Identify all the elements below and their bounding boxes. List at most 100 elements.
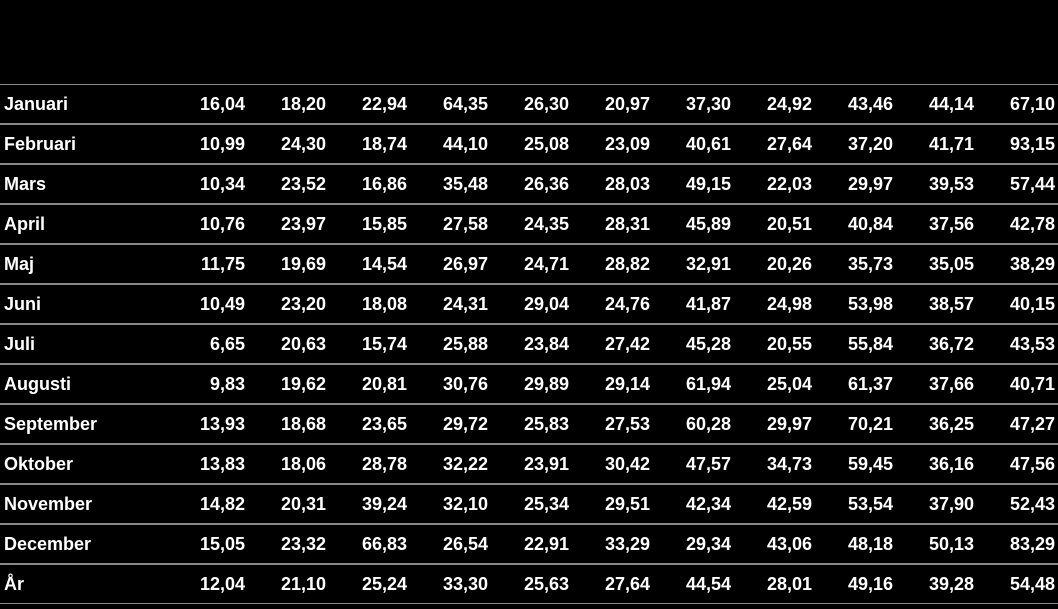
cell-value: 53,98: [816, 284, 897, 324]
cell-value: 24,92: [735, 84, 816, 124]
row-label: Augusti: [0, 364, 168, 404]
cell-value: 24,71: [492, 244, 573, 284]
cell-value: 39,53: [897, 164, 978, 204]
cell-value: 64,35: [411, 84, 492, 124]
cell-value: 45,89: [654, 204, 735, 244]
cell-value: 37,30: [654, 84, 735, 124]
cell-value: 53,54: [816, 484, 897, 524]
cell-value: 23,20: [249, 284, 330, 324]
cell-value: 27,58: [411, 204, 492, 244]
cell-value: 43,53: [978, 324, 1058, 364]
cell-value: 15,85: [330, 204, 411, 244]
cell-value: 23,09: [573, 124, 654, 164]
cell-value: 10,34: [168, 164, 249, 204]
cell-value: 60,28: [654, 404, 735, 444]
row-label: April: [0, 204, 168, 244]
cell-value: 35,48: [411, 164, 492, 204]
table-row: November14,8220,3139,2432,1025,3429,5142…: [0, 484, 1058, 524]
cell-value: 27,42: [573, 324, 654, 364]
cell-value: 25,04: [735, 364, 816, 404]
cell-value: 38,29: [978, 244, 1058, 284]
cell-value: 26,97: [411, 244, 492, 284]
cell-value: 37,20: [816, 124, 897, 164]
cell-value: 93,15: [978, 124, 1058, 164]
cell-value: 25,88: [411, 324, 492, 364]
cell-value: 25,24: [330, 564, 411, 604]
cell-value: 18,06: [249, 444, 330, 484]
row-label: Mars: [0, 164, 168, 204]
cell-value: 27,64: [573, 564, 654, 604]
cell-value: 36,72: [897, 324, 978, 364]
table-row: December15,0523,3266,8326,5422,9133,2929…: [0, 524, 1058, 564]
cell-value: 34,73: [735, 444, 816, 484]
cell-value: 22,91: [492, 524, 573, 564]
cell-value: 30,76: [411, 364, 492, 404]
cell-value: 37,56: [897, 204, 978, 244]
cell-value: 35,73: [816, 244, 897, 284]
cell-value: 29,04: [492, 284, 573, 324]
cell-value: 67,10: [978, 84, 1058, 124]
cell-value: 25,63: [492, 564, 573, 604]
data-table: Januari16,0418,2022,9464,3526,3020,9737,…: [0, 84, 1058, 604]
cell-value: 29,34: [654, 524, 735, 564]
cell-value: 32,10: [411, 484, 492, 524]
cell-value: 29,97: [735, 404, 816, 444]
cell-value: 10,49: [168, 284, 249, 324]
cell-value: 10,99: [168, 124, 249, 164]
cell-value: 29,51: [573, 484, 654, 524]
cell-value: 20,97: [573, 84, 654, 124]
cell-value: 40,84: [816, 204, 897, 244]
table-row: April10,7623,9715,8527,5824,3528,3145,89…: [0, 204, 1058, 244]
table-container: Januari16,0418,2022,9464,3526,3020,9737,…: [0, 0, 1058, 609]
cell-value: 36,16: [897, 444, 978, 484]
cell-value: 23,52: [249, 164, 330, 204]
cell-value: 42,59: [735, 484, 816, 524]
cell-value: 22,94: [330, 84, 411, 124]
row-label: Februari: [0, 124, 168, 164]
cell-value: 16,04: [168, 84, 249, 124]
cell-value: 26,36: [492, 164, 573, 204]
row-label: December: [0, 524, 168, 564]
cell-value: 23,65: [330, 404, 411, 444]
cell-value: 15,74: [330, 324, 411, 364]
cell-value: 41,87: [654, 284, 735, 324]
cell-value: 9,83: [168, 364, 249, 404]
cell-value: 48,18: [816, 524, 897, 564]
cell-value: 61,37: [816, 364, 897, 404]
cell-value: 28,82: [573, 244, 654, 284]
cell-value: 28,78: [330, 444, 411, 484]
cell-value: 26,54: [411, 524, 492, 564]
cell-value: 26,30: [492, 84, 573, 124]
cell-value: 20,26: [735, 244, 816, 284]
cell-value: 20,31: [249, 484, 330, 524]
cell-value: 19,69: [249, 244, 330, 284]
cell-value: 29,97: [816, 164, 897, 204]
cell-value: 18,20: [249, 84, 330, 124]
cell-value: 29,14: [573, 364, 654, 404]
cell-value: 13,83: [168, 444, 249, 484]
cell-value: 36,25: [897, 404, 978, 444]
cell-value: 39,28: [897, 564, 978, 604]
cell-value: 47,57: [654, 444, 735, 484]
row-label: Juni: [0, 284, 168, 324]
cell-value: 42,34: [654, 484, 735, 524]
cell-value: 18,08: [330, 284, 411, 324]
cell-value: 49,16: [816, 564, 897, 604]
cell-value: 19,62: [249, 364, 330, 404]
cell-value: 10,76: [168, 204, 249, 244]
cell-value: 23,32: [249, 524, 330, 564]
cell-value: 24,30: [249, 124, 330, 164]
cell-value: 6,65: [168, 324, 249, 364]
cell-value: 29,72: [411, 404, 492, 444]
table-row: Maj11,7519,6914,5426,9724,7128,8232,9120…: [0, 244, 1058, 284]
cell-value: 15,05: [168, 524, 249, 564]
cell-value: 20,81: [330, 364, 411, 404]
cell-value: 33,29: [573, 524, 654, 564]
cell-value: 40,61: [654, 124, 735, 164]
row-label: Maj: [0, 244, 168, 284]
cell-value: 20,51: [735, 204, 816, 244]
cell-value: 22,03: [735, 164, 816, 204]
cell-value: 40,15: [978, 284, 1058, 324]
cell-value: 40,71: [978, 364, 1058, 404]
cell-value: 20,55: [735, 324, 816, 364]
